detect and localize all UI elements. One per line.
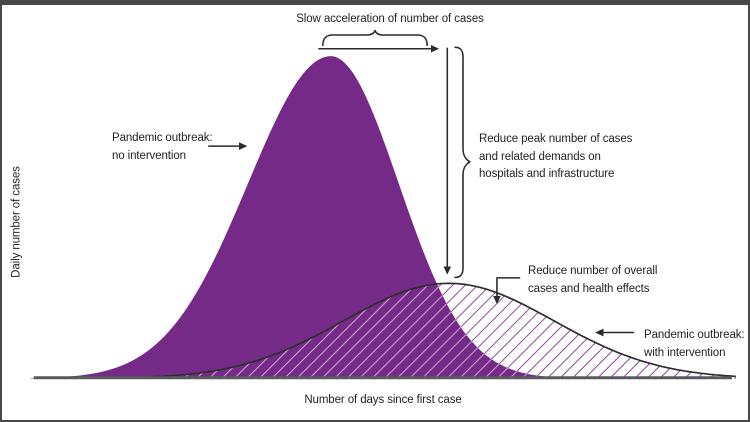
slow-acceleration-brace — [322, 29, 428, 47]
with-intervention-label: Pandemic outbreak: with intervention — [644, 329, 745, 359]
with-intervention-curve-outline — [141, 282, 736, 379]
slow-acceleration-label: Slow acceleration of number of cases — [296, 13, 484, 25]
no-intervention-label: Pandemic outbreak: no intervention — [112, 132, 213, 162]
chart-canvas — [30, 29, 736, 380]
reduce-peak-label: Reduce peak number of cases and related … — [479, 133, 633, 180]
no-intervention-curve — [30, 56, 582, 379]
reduce-overall-connector-arrow — [493, 277, 521, 305]
y-axis-label: Daily number of cases — [10, 166, 23, 278]
reduce-peak-brace — [454, 46, 471, 279]
x-axis-label: Number of days since first case — [304, 394, 462, 406]
reduce-overall-label: Reduce number of overall cases and healt… — [528, 265, 658, 295]
